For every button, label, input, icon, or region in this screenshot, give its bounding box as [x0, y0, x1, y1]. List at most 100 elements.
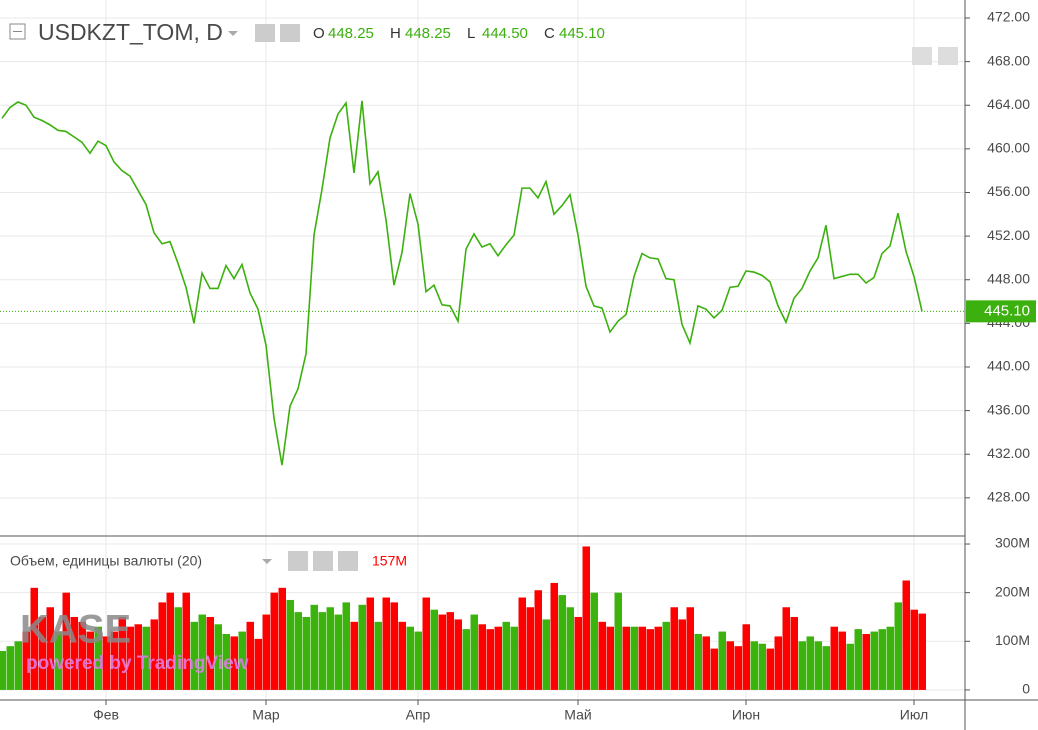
- y-tick-label: 432.00: [987, 445, 1030, 461]
- volume-bar: [62, 592, 70, 690]
- ohlc-label: L: [467, 25, 475, 42]
- x-tick-label: Июл: [900, 707, 928, 723]
- y-tick-label: 472.00: [987, 9, 1030, 25]
- volume-bar: [734, 646, 742, 690]
- ohlc-readout: O 448.25 H 448.25 L 444.50 C 445.10: [313, 25, 605, 42]
- settings-button[interactable]: [313, 551, 333, 571]
- volume-bar: [518, 597, 526, 690]
- volume-bar: [358, 604, 366, 690]
- y-tick-label: 436.00: [987, 401, 1030, 417]
- volume-bar: [622, 626, 630, 690]
- scale-button[interactable]: [938, 47, 958, 65]
- volume-bar: [302, 616, 310, 690]
- scale-button[interactable]: [912, 47, 932, 65]
- x-tick-label: Мар: [252, 707, 280, 723]
- marks: 445.10: [0, 100, 1036, 690]
- settings-button[interactable]: [280, 24, 300, 42]
- y-tick-label: 200M: [995, 583, 1030, 599]
- volume-bar: [598, 621, 606, 690]
- volume-bar: [838, 631, 846, 690]
- volume-bar: [910, 609, 918, 690]
- volume-bar: [182, 592, 190, 690]
- volume-bar: [254, 638, 262, 690]
- volume-bar: [854, 629, 862, 690]
- volume-bar: [718, 631, 726, 690]
- volume-bar: [158, 602, 166, 690]
- symbol-title: USDKZT_TOM, D: [38, 19, 223, 45]
- volume-bar: [326, 607, 334, 690]
- volume-bar: [406, 626, 414, 690]
- eye-button[interactable]: [288, 551, 308, 571]
- y-tick-label: 452.00: [987, 227, 1030, 243]
- volume-bar: [486, 629, 494, 690]
- volume-bar: [702, 636, 710, 690]
- volume-bar: [310, 604, 318, 690]
- volume-bar: [366, 597, 374, 690]
- volume-bar: [14, 641, 22, 690]
- volume-bar: [774, 636, 782, 690]
- volume-bar: [462, 629, 470, 690]
- volume-bar: [262, 614, 270, 690]
- collapse-button[interactable]: [9, 23, 26, 40]
- last-price-label: 445.10: [984, 302, 1030, 319]
- ohlc-value: 444.50: [482, 25, 528, 42]
- y-tick-label: 464.00: [987, 96, 1030, 112]
- volume-bar: [278, 587, 286, 690]
- volume-bar: [574, 616, 582, 690]
- y-tick-label: 448.00: [987, 270, 1030, 286]
- ohlc-value: 445.10: [559, 25, 605, 42]
- volume-bar: [198, 614, 206, 690]
- volume-bar: [654, 626, 662, 690]
- volume-bar: [46, 607, 54, 690]
- volume-bar: [510, 626, 518, 690]
- volume-bar: [22, 631, 30, 690]
- volume-bar: [438, 614, 446, 690]
- volume-bar: [582, 546, 590, 690]
- y-tick-label: 428.00: [987, 489, 1030, 505]
- volume-bar: [110, 631, 118, 690]
- volume-bar: [54, 631, 62, 690]
- volume-bar: [118, 616, 126, 690]
- volume-bar: [422, 597, 430, 690]
- y-tick-label: 440.00: [987, 358, 1030, 374]
- dropdown-arrow[interactable]: [262, 559, 272, 564]
- x-tick-label: Апр: [406, 707, 431, 723]
- volume-bar: [86, 631, 94, 690]
- volume-bar: [30, 587, 38, 690]
- y-tick-label: 460.00: [987, 140, 1030, 156]
- x-tick-label: Фев: [93, 707, 119, 723]
- volume-bar: [526, 607, 534, 690]
- x-tick-label: Май: [564, 707, 591, 723]
- volume-readout: 157M: [372, 553, 407, 569]
- volume-bar: [502, 621, 510, 690]
- volume-bar: [38, 616, 46, 690]
- dropdown-arrow[interactable]: [228, 31, 238, 36]
- close-button[interactable]: [338, 551, 358, 571]
- eye-button[interactable]: [255, 24, 275, 42]
- volume-bar: [678, 619, 686, 690]
- volume-bar: [918, 613, 926, 690]
- volume-bar: [798, 641, 806, 690]
- volume-bar: [318, 612, 326, 690]
- volume-bar: [382, 597, 390, 690]
- y-tick-label: 468.00: [987, 52, 1030, 68]
- volume-bar: [6, 646, 14, 690]
- volume-bar: [454, 619, 462, 690]
- volume-title: Объем, единицы валюты (20): [10, 553, 202, 569]
- volume-bar: [830, 626, 838, 690]
- volume-bar: [430, 609, 438, 690]
- volume-bar: [414, 631, 422, 690]
- volume-bar: [214, 624, 222, 690]
- volume-bar: [590, 592, 598, 690]
- volume-bar: [270, 592, 278, 690]
- volume-bar: [542, 619, 550, 690]
- volume-bar: [790, 616, 798, 690]
- volume-bar: [350, 621, 358, 690]
- volume-bar: [470, 614, 478, 690]
- volume-bar: [814, 641, 822, 690]
- volume-bar: [238, 631, 246, 690]
- volume-bar: [126, 626, 134, 690]
- volume-bar: [870, 631, 878, 690]
- y-tick-label: 300M: [995, 535, 1030, 551]
- volume-bar: [782, 607, 790, 690]
